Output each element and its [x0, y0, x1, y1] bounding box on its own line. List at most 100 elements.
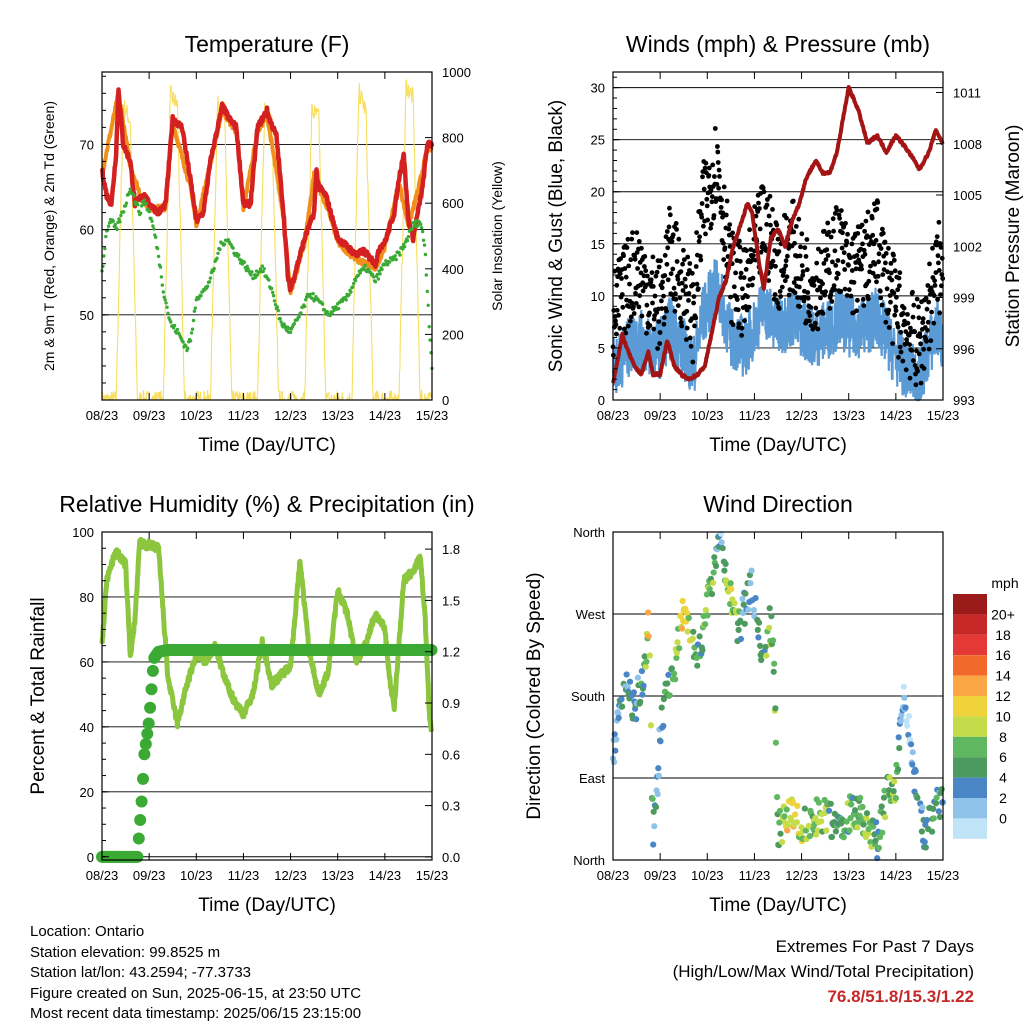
gust-point [667, 205, 672, 211]
direction-point [735, 626, 742, 634]
direction-point [902, 704, 909, 711]
gust-point [860, 241, 865, 247]
gust-point [878, 295, 884, 301]
direction-point [623, 671, 630, 678]
gust-point [708, 187, 714, 193]
dewpoint-point [260, 264, 264, 268]
direction-point [652, 804, 660, 811]
gust-point [798, 276, 804, 282]
humidity-y2tick-label: 0.3 [442, 799, 460, 814]
winds-ytick-label: 25 [591, 133, 605, 148]
gust-point [886, 245, 891, 251]
dewpoint-point [165, 305, 169, 309]
gust-point [770, 258, 776, 264]
direction-point [847, 815, 854, 822]
gust-point [656, 264, 662, 270]
gust-point [709, 199, 715, 205]
gust-point [650, 284, 656, 289]
gust-point [828, 234, 834, 240]
winds-ytick-label: 0 [598, 393, 605, 408]
gust-point [886, 325, 892, 330]
direction-plot-area [609, 530, 946, 862]
dewpoint-point [371, 275, 376, 279]
gust-point [790, 198, 796, 204]
gust-point [905, 320, 911, 326]
gust-point [805, 290, 811, 295]
winds-plot-area [610, 85, 946, 402]
direction-point [673, 654, 680, 662]
direction-point [645, 633, 652, 640]
direction-point [731, 600, 738, 607]
dewpoint-point [242, 260, 247, 264]
direction-point [758, 656, 765, 664]
gust-point [711, 213, 717, 218]
gust-point [935, 253, 941, 259]
gust-point [862, 251, 868, 257]
humidity-ytick-label: 40 [80, 720, 94, 735]
direction-point [936, 813, 944, 821]
dewpoint-point [279, 320, 283, 324]
dewpoint-point [376, 277, 380, 281]
gust-point [778, 294, 783, 299]
direction-point [776, 807, 784, 815]
precipitation-point [134, 814, 147, 826]
dewpoint-point [320, 302, 325, 306]
latlon-text: Station lat/lon: 43.2594; -77.3733 [30, 964, 252, 981]
dewpoint-point [297, 315, 301, 319]
dewpoint-point [304, 295, 309, 299]
station-info: Location: Ontario Station elevation: 99.… [30, 922, 361, 1025]
gust-point [932, 283, 938, 288]
gust-point [859, 266, 864, 272]
dewpoint-point [124, 201, 129, 205]
winds-ylabel: Sonic Wind & Gust (Blue, Black) [546, 100, 567, 372]
gust-point [719, 197, 724, 203]
direction-point [740, 601, 747, 608]
direction-point [840, 834, 847, 841]
direction-point [898, 711, 905, 719]
gust-point [631, 304, 636, 310]
dewpoint-point [102, 254, 106, 258]
gust-point [878, 246, 884, 251]
gust-point [924, 338, 929, 344]
direction-xtick-label: 11/23 [739, 868, 771, 883]
gust-point [618, 256, 623, 262]
precipitation-point [145, 683, 158, 696]
gust-point [623, 274, 629, 280]
dewpoint-point [192, 309, 197, 313]
dewpoint-point [410, 227, 414, 231]
temperature-xtick-label: 10/23 [180, 408, 213, 423]
location-text: Location: Ontario [30, 923, 145, 940]
direction-point [642, 663, 649, 670]
gust-point [633, 301, 639, 306]
gust-point [736, 321, 742, 327]
direction-point [747, 580, 754, 587]
gust-point [735, 307, 741, 313]
dewpoint-point [303, 304, 307, 309]
gust-point [613, 322, 619, 328]
direction-point [741, 620, 748, 627]
gust-point [688, 343, 694, 349]
dewpoint-point [378, 272, 382, 276]
legend-swatch [953, 777, 987, 798]
gust-point [910, 289, 915, 295]
gust-point [749, 282, 755, 288]
direction-point [909, 761, 916, 768]
gust-point [768, 222, 773, 228]
direction-point [879, 829, 886, 836]
gust-point [797, 304, 803, 309]
direction-point [739, 595, 746, 603]
gust-point [931, 320, 937, 326]
winds-y2tick-label: 993 [953, 393, 975, 408]
direction-point [891, 778, 898, 785]
gust-point [654, 310, 660, 315]
dewpoint-point [377, 269, 381, 273]
gust-point [918, 380, 924, 386]
legend-swatch [953, 736, 987, 758]
gust-point [720, 240, 726, 246]
gust-point [668, 271, 674, 277]
direction-point [903, 717, 910, 725]
direction-point [909, 749, 916, 756]
dewpoint-point [419, 222, 423, 226]
direction-point [643, 658, 650, 665]
direction-point [777, 830, 784, 837]
